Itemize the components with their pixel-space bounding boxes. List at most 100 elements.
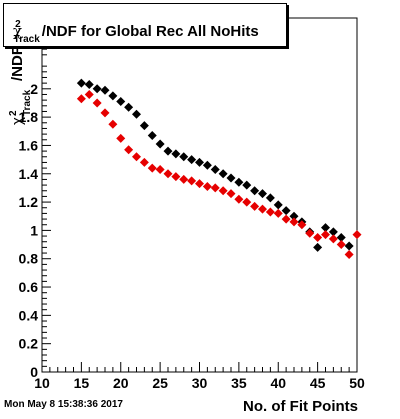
y-tick-label: 2 <box>30 81 38 97</box>
y-tick-label: 1.8 <box>19 109 39 125</box>
data-point <box>100 108 110 118</box>
y-tick-label: 0.2 <box>19 336 39 352</box>
data-point <box>289 217 299 227</box>
data-point <box>202 160 212 170</box>
data-point <box>313 232 323 242</box>
chart-title-text: /NDF for Global Rec All NoHits <box>41 23 259 40</box>
data-point <box>242 197 252 207</box>
data-point <box>139 121 149 131</box>
data-point <box>195 157 204 167</box>
y-axis-label-sup: 2 <box>8 110 19 116</box>
data-point <box>132 152 141 162</box>
y-axis-label-text: /NDF <box>9 46 26 81</box>
y-axis-ticks: 0 0.2 0.4 0.6 0.8 1 1.2 1.4 1.6 1.8 2 <box>19 20 51 380</box>
y-tick-label: 0 <box>30 364 38 380</box>
data-point <box>100 85 110 95</box>
data-point <box>195 179 204 189</box>
data-point <box>179 152 189 162</box>
data-point <box>92 98 102 108</box>
y-axis-label-sub: Track <box>22 89 33 116</box>
data-point <box>147 163 157 173</box>
chart-title-symbol: χ <box>13 22 23 40</box>
chart-title-sup: 2 <box>15 19 21 30</box>
data-point <box>250 186 260 196</box>
y-axis-label: χ 2 Track /NDF <box>8 46 33 125</box>
chart-title-box: χ2 Track/NDF for Global Rec All NoHits <box>3 3 287 47</box>
y-tick-label: 0.8 <box>19 251 39 267</box>
data-point <box>226 173 236 183</box>
x-tick-label: 35 <box>231 375 247 391</box>
data-point <box>155 165 165 175</box>
data-point <box>258 189 267 199</box>
data-point <box>289 211 299 221</box>
data-point <box>250 201 260 211</box>
data-point <box>344 249 354 259</box>
data-point <box>218 186 228 196</box>
data-point <box>84 89 94 99</box>
x-tick-label: 30 <box>192 375 208 391</box>
data-point <box>124 102 134 112</box>
data-point <box>328 234 338 244</box>
data-point <box>179 174 189 184</box>
data-point <box>210 183 220 193</box>
data-point <box>171 172 181 182</box>
data-point <box>124 145 134 155</box>
data-point <box>273 208 283 218</box>
y-axis-label-symbol: χ <box>9 117 26 125</box>
data-point <box>234 194 244 204</box>
data-point <box>139 157 149 167</box>
x-tick-label: 25 <box>152 375 168 391</box>
y-tick-label: 1.2 <box>19 194 39 210</box>
data-point <box>155 139 165 149</box>
data-point <box>163 146 173 156</box>
data-point <box>281 214 291 224</box>
data-point <box>108 91 118 101</box>
data-point <box>76 78 86 88</box>
plot-frame <box>41 17 358 373</box>
data-point <box>218 169 228 179</box>
data-point <box>297 220 307 230</box>
x-axis-ticks: 10 15 20 25 30 35 40 45 50 <box>34 362 365 391</box>
data-point <box>147 131 157 141</box>
data-point <box>171 149 181 159</box>
data-point <box>108 119 118 129</box>
x-tick-label: 15 <box>74 375 90 391</box>
chart-title: χ2 Track/NDF for Global Rec All NoHits <box>13 19 259 45</box>
data-point <box>313 242 323 252</box>
data-point <box>258 204 267 214</box>
data-point <box>344 241 354 251</box>
data-point <box>84 80 94 90</box>
x-tick-label: 20 <box>113 375 129 391</box>
data-point <box>305 228 315 238</box>
data-point <box>328 227 338 237</box>
chart-title-sub: Track <box>13 34 40 45</box>
data-point <box>202 182 212 192</box>
y-tick-label: 0.6 <box>19 279 39 295</box>
data-point <box>226 189 236 199</box>
data-point <box>187 176 197 186</box>
y-tick-label: 1 <box>30 222 38 238</box>
y-tick-label: 1.4 <box>19 166 39 182</box>
x-tick-label: 10 <box>34 375 50 391</box>
data-point <box>242 180 252 190</box>
data-point <box>352 230 362 240</box>
data-points <box>76 78 362 259</box>
data-point <box>336 232 346 242</box>
data-point <box>116 97 126 107</box>
data-point <box>116 133 126 143</box>
data-point <box>132 109 141 119</box>
data-point <box>321 230 330 240</box>
y-tick-label: 0.4 <box>19 307 39 323</box>
data-point <box>321 223 330 233</box>
data-point <box>234 177 244 187</box>
data-point <box>76 94 86 104</box>
y-tick-label: 1.6 <box>19 137 39 153</box>
data-point <box>273 200 283 210</box>
data-point <box>163 169 173 179</box>
data-point <box>210 165 220 175</box>
data-point <box>265 193 275 203</box>
x-tick-label: 50 <box>349 375 365 391</box>
data-point <box>92 84 102 94</box>
